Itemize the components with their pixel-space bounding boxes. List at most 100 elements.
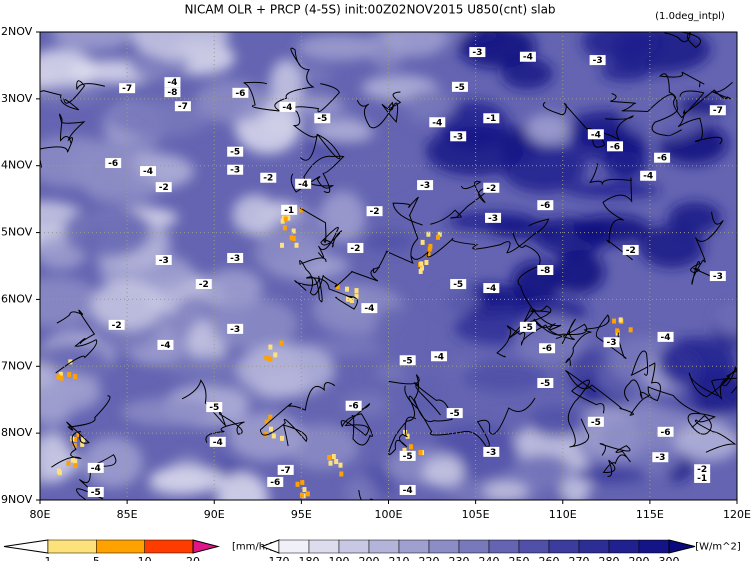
field-blob <box>149 466 225 494</box>
colorbar-tip <box>668 539 696 554</box>
prcp-cell <box>280 242 285 248</box>
contour-line <box>651 71 705 137</box>
contour-line <box>711 366 737 400</box>
contour-label-box <box>537 265 554 276</box>
contour-label: -4 <box>143 167 153 177</box>
y-tick-label: 3NOV <box>1 92 33 105</box>
contour-label-box <box>483 113 500 124</box>
field-blob <box>639 224 705 269</box>
contour-label: -4 <box>160 341 170 351</box>
prcp-cell <box>618 317 623 323</box>
prcp-cell <box>436 234 441 240</box>
colorbar-tip <box>192 539 220 554</box>
colorbar-label: 10 <box>138 555 152 561</box>
contour-label: -5 <box>455 83 465 93</box>
prcp-cell <box>344 286 349 292</box>
colorbar-label: 240 <box>479 555 500 561</box>
field-blob <box>40 362 56 388</box>
colorbar-segment <box>608 539 640 554</box>
contour-label-box <box>417 180 434 191</box>
field-blob <box>237 343 335 396</box>
x-tick-label: 105E <box>462 508 490 521</box>
prcp-cell <box>402 447 407 453</box>
prcp-cell <box>264 355 269 361</box>
contour-label-box <box>267 476 284 487</box>
colorbar-segment <box>368 539 400 554</box>
prcp-cell <box>331 454 336 460</box>
field-blob <box>306 338 396 357</box>
y-tick-label: 8NOV <box>1 426 33 439</box>
contour-label: -3 <box>655 453 665 463</box>
colorbar-label: 170 <box>269 555 290 561</box>
contour-label: -7 <box>122 84 132 94</box>
contour-label-box <box>640 170 657 181</box>
x-tick-label: 110E <box>549 508 577 521</box>
prcp-cell <box>289 235 294 241</box>
contour-label-box <box>589 55 606 66</box>
contour-label-box <box>483 182 500 193</box>
field-blob <box>210 298 298 351</box>
colorbar-segment <box>548 539 580 554</box>
contour-label-box <box>399 450 416 461</box>
prcp-cell <box>268 426 273 432</box>
contour-label-box <box>155 254 172 265</box>
y-tick-label: 2NOV <box>1 25 33 38</box>
contour-line <box>508 231 551 339</box>
contour-label: -5 <box>317 114 327 124</box>
contour-line <box>259 382 336 447</box>
contour-label: -4 <box>661 333 671 343</box>
colorbar-segment <box>96 539 145 554</box>
contour-label-box <box>195 279 212 290</box>
contour-label: -3 <box>230 166 240 176</box>
contour-label: -2 <box>199 280 209 290</box>
contour-label: -5 <box>450 409 460 419</box>
prcp-cell <box>612 318 617 324</box>
contour-label: -3 <box>453 132 463 142</box>
field-blob <box>668 201 722 234</box>
colorbar-label: 260 <box>539 555 560 561</box>
prcp-cell <box>68 359 73 365</box>
contour-label: -4 <box>591 130 601 140</box>
contour-label-box <box>399 484 416 495</box>
field-blob <box>552 250 605 294</box>
contour-label: -4 <box>523 53 533 63</box>
contour-label-box <box>227 252 244 263</box>
contour-line <box>430 180 488 225</box>
x-tick-label: 95E <box>291 508 312 521</box>
prcp-cell <box>405 433 410 439</box>
contour-label: -4 <box>298 180 308 190</box>
contour-line <box>525 305 588 339</box>
x-tick-label: 100E <box>375 508 403 521</box>
contour-label: -5 <box>403 356 413 366</box>
prcp-cell <box>56 374 61 380</box>
contour-label: -5 <box>403 452 413 462</box>
prcp-cell <box>615 328 620 334</box>
contour-label-box <box>209 436 226 447</box>
field-blob <box>381 32 448 57</box>
x-tick-label: 85E <box>117 508 138 521</box>
contour-label-box <box>105 158 122 169</box>
chart-title: NICAM OLR + PRCP (4-5S) init:00Z02NOV201… <box>184 3 555 17</box>
prcp-cell <box>56 468 61 474</box>
contour-label: -5 <box>523 323 533 333</box>
contour-line <box>388 374 453 423</box>
field-blob <box>515 454 573 489</box>
contour-label-box <box>260 172 277 183</box>
prcp-cell <box>354 288 359 294</box>
contour-label: -3 <box>488 214 498 224</box>
contour-label: -4 <box>364 304 374 314</box>
prcp-cell <box>80 441 85 447</box>
contour-line <box>542 101 634 148</box>
contour-label-box <box>227 146 244 157</box>
contour-label-box <box>108 319 125 330</box>
contour-label-box <box>483 283 500 294</box>
contour-label-box <box>657 426 674 437</box>
x-tick-label: 80E <box>30 508 51 521</box>
contour-label: -7 <box>281 466 291 476</box>
contour-label: -7 <box>713 106 723 116</box>
colorbar-label: 250 <box>509 555 530 561</box>
colorbar-segment <box>518 539 550 554</box>
prcp-cell <box>302 487 307 493</box>
contour-label: -3 <box>472 48 482 58</box>
contour-label-box <box>587 416 604 427</box>
